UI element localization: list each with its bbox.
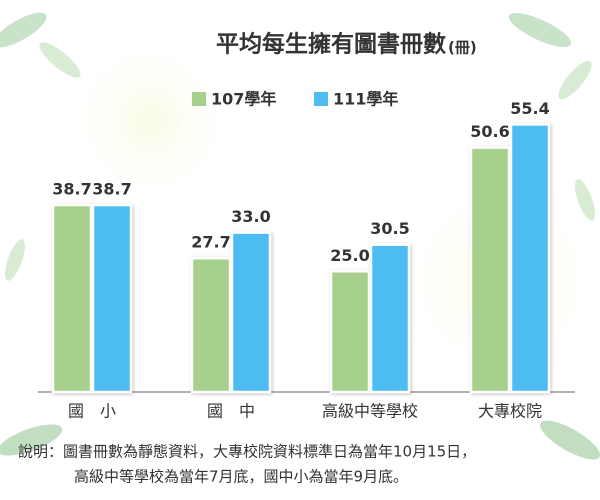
x-tick-label: 高級中等學校 [322,402,418,421]
bar [91,203,133,394]
value-label: 30.5 [370,219,409,238]
legend-label: 107學年 [211,90,276,109]
value-label: 38.7 [92,180,131,199]
bar [329,270,371,394]
value-label: 33.0 [231,207,270,226]
x-tick-label: 大專校院 [478,402,542,421]
bar [230,231,272,394]
bar [369,243,411,394]
value-label: 27.7 [191,233,230,252]
bar [469,146,511,394]
note: 說明：圖書冊數為靜態資料，大專校院資料標準日為當年10月15日， [18,443,476,461]
legend-swatch [192,92,206,106]
bar [509,123,551,394]
x-tick-label: 國 中 [207,402,255,421]
legend-swatch [314,92,328,106]
legend-label: 111學年 [333,90,398,109]
value-label: 25.0 [330,246,369,265]
chart-title: 平均每生擁有圖書冊數 [216,31,446,58]
unit-label: (冊) [448,39,477,57]
x-tick-label: 國 小 [68,402,116,421]
bar [190,256,232,394]
value-label: 50.6 [470,122,509,141]
note: 高級中等學校為當年7月底，國中小為當年9月底。 [74,468,408,486]
value-label: 38.7 [52,180,91,199]
bar [51,203,93,394]
value-label: 55.4 [510,99,549,118]
